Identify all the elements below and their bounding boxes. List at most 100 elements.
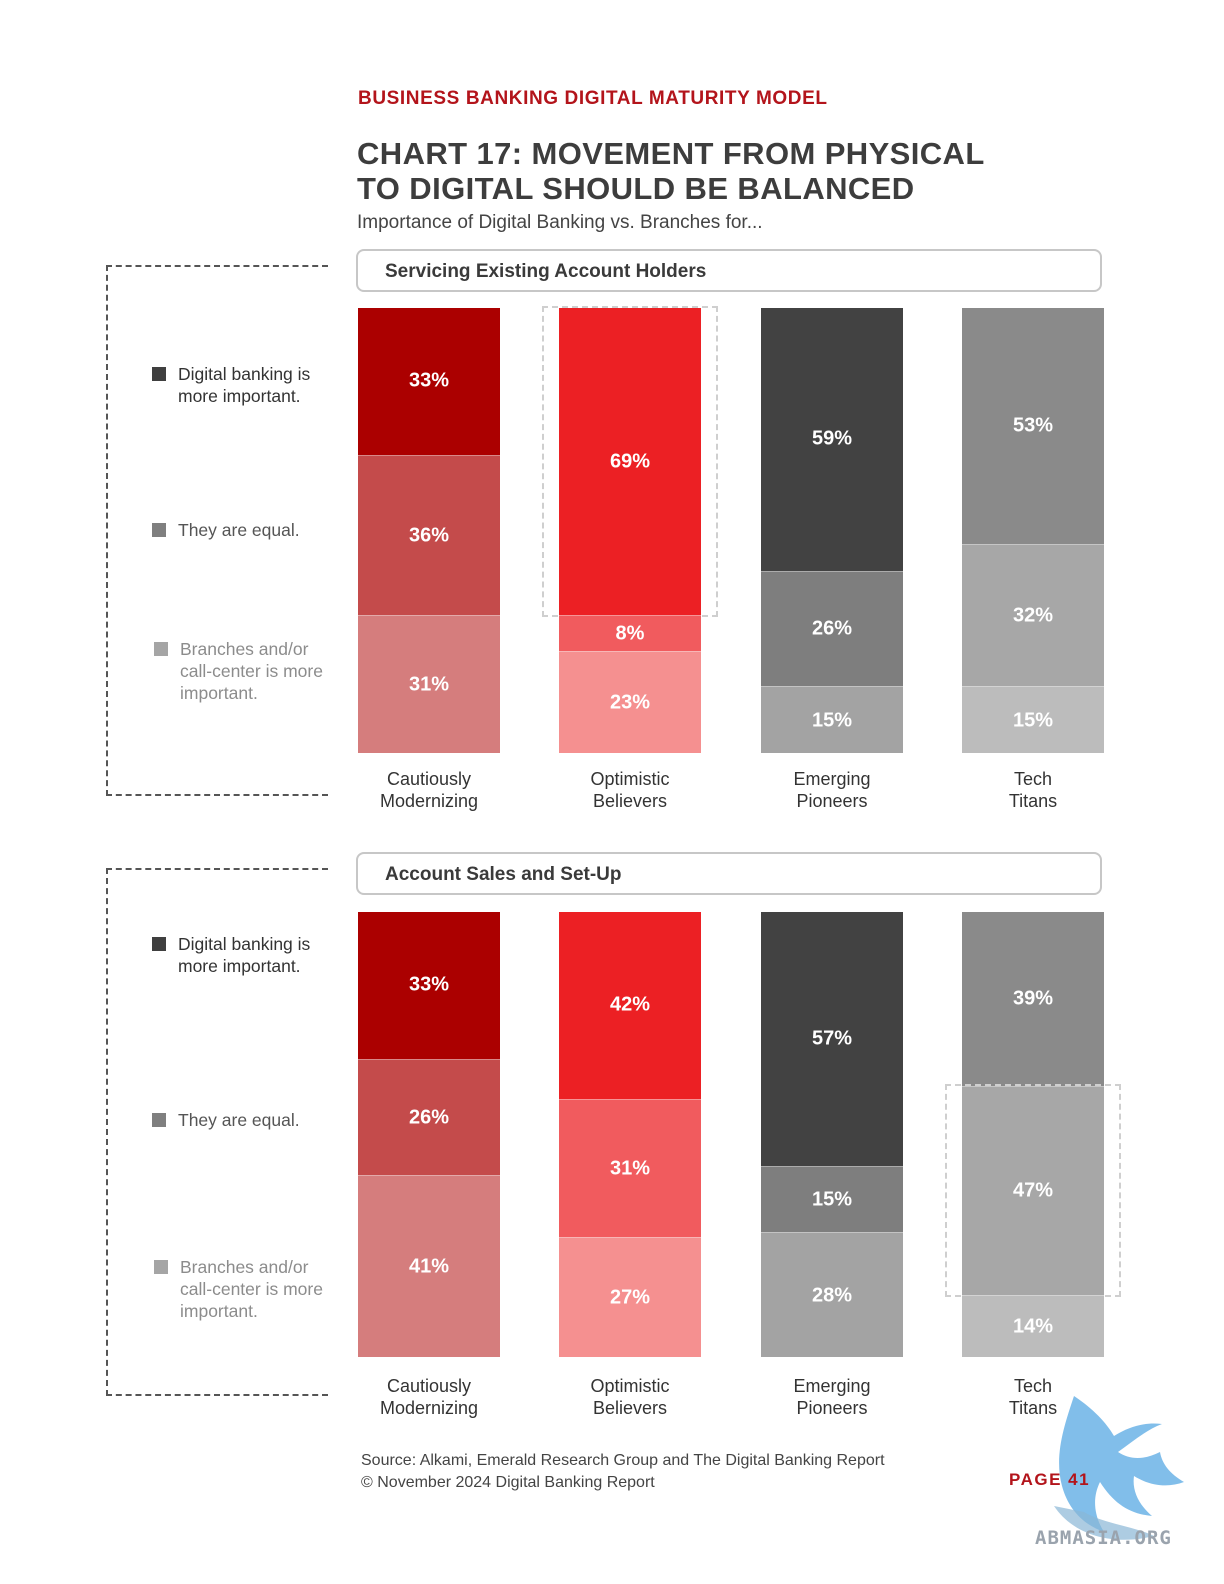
data-label: 27% (609, 1286, 651, 1309)
watermark-text: ABMASIA.ORG (1035, 1527, 1172, 1549)
category-label-line: Modernizing (379, 791, 479, 811)
category-label: Emerging Pioneers (732, 1375, 932, 1419)
category-label-line: Titans (1008, 1398, 1058, 1418)
bar-segment-equal: 32% (962, 543, 1104, 687)
category-label-line: Cautiously (386, 1376, 472, 1396)
category-label-line: Believers (592, 1398, 668, 1418)
data-label: 23% (609, 691, 651, 714)
bar-segment-branches: 28% (761, 1232, 903, 1357)
category-label-line: Believers (592, 791, 668, 811)
copyright-line: © November 2024 Digital Banking Report (361, 1474, 655, 1491)
bar-segment-branches: 15% (761, 686, 903, 753)
category-label-line: Optimistic (590, 1376, 670, 1396)
bar-segment-equal: 26% (761, 570, 903, 687)
highlight-box (945, 1083, 1121, 1297)
bar-segment-digital: 33% (358, 308, 500, 455)
legend-item-digital: Digital banking is more important. (152, 933, 311, 977)
data-label: 41% (408, 1255, 450, 1278)
category-label: Tech Titans (933, 768, 1133, 812)
data-label: 14% (1012, 1315, 1054, 1338)
legend-box-servicing: Digital banking is more important. They … (106, 265, 328, 796)
data-label: 15% (811, 1188, 853, 1211)
page-number: PAGE 41 (1009, 1470, 1091, 1489)
bar-segment-equal: 8% (559, 615, 701, 651)
data-label: 33% (408, 973, 450, 996)
legend-text-line: call-center is more (180, 661, 323, 681)
data-label: 57% (811, 1027, 853, 1050)
bar-segment-digital: 42% (559, 912, 701, 1099)
panel-title: Account Sales and Set-Up (385, 864, 622, 885)
report-kicker: BUSINESS BANKING DIGITAL MATURITY MODEL (358, 88, 828, 109)
bar-segment-digital: 59% (761, 308, 903, 571)
chart-title-line-2: TO DIGITAL SHOULD BE BALANCED (357, 171, 915, 206)
category-label-line: Pioneers (796, 791, 868, 811)
bar-segment-branches: 27% (559, 1236, 701, 1357)
category-label-line: Cautiously (386, 769, 472, 789)
legend-text-line: Digital banking is (178, 934, 311, 954)
highlight-box (542, 306, 718, 618)
legend-text-line: important. (180, 1301, 258, 1321)
chart-subtitle: Importance of Digital Banking vs. Branch… (357, 212, 763, 233)
legend-swatch-equal (152, 523, 166, 537)
legend-swatch-digital (152, 937, 166, 951)
bar-segment-branches: 41% (358, 1174, 500, 1357)
data-label: 32% (1012, 604, 1054, 627)
legend-item-branches: Branches and/or call-center is more impo… (154, 1256, 323, 1322)
bar-segment-digital: 33% (358, 912, 500, 1059)
category-label-line: Optimistic (590, 769, 670, 789)
legend-swatch-branches (154, 1260, 168, 1274)
legend-box-sales: Digital banking is more important. They … (106, 868, 328, 1396)
legend-text-line: Branches and/or (180, 1257, 309, 1277)
legend-text-line: important. (180, 683, 258, 703)
data-label: 26% (408, 1106, 450, 1129)
data-label: 8% (615, 622, 645, 645)
bar-segment-branches: 14% (962, 1294, 1104, 1357)
data-label: 33% (408, 369, 450, 392)
category-label: Cautiously Modernizing (329, 768, 529, 812)
data-label: 53% (1012, 414, 1054, 437)
legend-item-equal: They are equal. (152, 1109, 300, 1131)
bar-segment-equal: 36% (358, 454, 500, 616)
category-label: Optimistic Believers (530, 768, 730, 812)
bar-segment-digital: 53% (962, 308, 1104, 544)
legend-swatch-equal (152, 1113, 166, 1127)
bar-segment-digital: 57% (761, 912, 903, 1166)
legend-swatch-digital (152, 367, 166, 381)
source-line: Source: Alkami, Emerald Research Group a… (361, 1452, 885, 1469)
chart-title: CHART 17: MOVEMENT FROM PHYSICAL TO DIGI… (357, 136, 1057, 206)
data-label: 36% (408, 524, 450, 547)
chart-title-line-1: CHART 17: MOVEMENT FROM PHYSICAL (357, 136, 985, 171)
data-label: 31% (408, 673, 450, 696)
legend-item-digital: Digital banking is more important. (152, 363, 311, 407)
data-label: 15% (1012, 709, 1054, 732)
data-label: 26% (811, 617, 853, 640)
category-label: Optimistic Believers (530, 1375, 730, 1419)
legend-text-line: more important. (178, 386, 301, 406)
legend-text-line: Digital banking is (178, 364, 311, 384)
legend-text-line: They are equal. (178, 520, 300, 540)
bar-segment-equal: 31% (559, 1098, 701, 1237)
data-label: 15% (811, 709, 853, 732)
panel-title: Servicing Existing Account Holders (385, 261, 707, 282)
data-label: 69% (609, 450, 651, 473)
bar-segment-digital: 69% (559, 308, 701, 616)
category-label-line: Emerging (793, 1376, 871, 1396)
category-label: Tech Titans (933, 1375, 1133, 1419)
legend-item-branches: Branches and/or call-center is more impo… (154, 638, 323, 704)
bar-segment-digital: 39% (962, 912, 1104, 1086)
bar-segment-equal: 26% (358, 1058, 500, 1175)
data-label: 42% (609, 993, 651, 1016)
category-label-line: Titans (1008, 791, 1058, 811)
data-label: 47% (1012, 1179, 1054, 1202)
data-label: 28% (811, 1284, 853, 1307)
category-label-line: Emerging (793, 769, 871, 789)
bar-segment-equal: 15% (761, 1165, 903, 1233)
category-label-line: Modernizing (379, 1398, 479, 1418)
category-label-line: Tech (1013, 1376, 1053, 1396)
bar-segment-equal: 47% (962, 1085, 1104, 1295)
data-label: 31% (609, 1157, 651, 1180)
legend-text-line: They are equal. (178, 1110, 300, 1130)
data-label: 59% (811, 427, 853, 450)
category-label-line: Tech (1013, 769, 1053, 789)
griffin-logo-icon (1054, 1396, 1184, 1540)
